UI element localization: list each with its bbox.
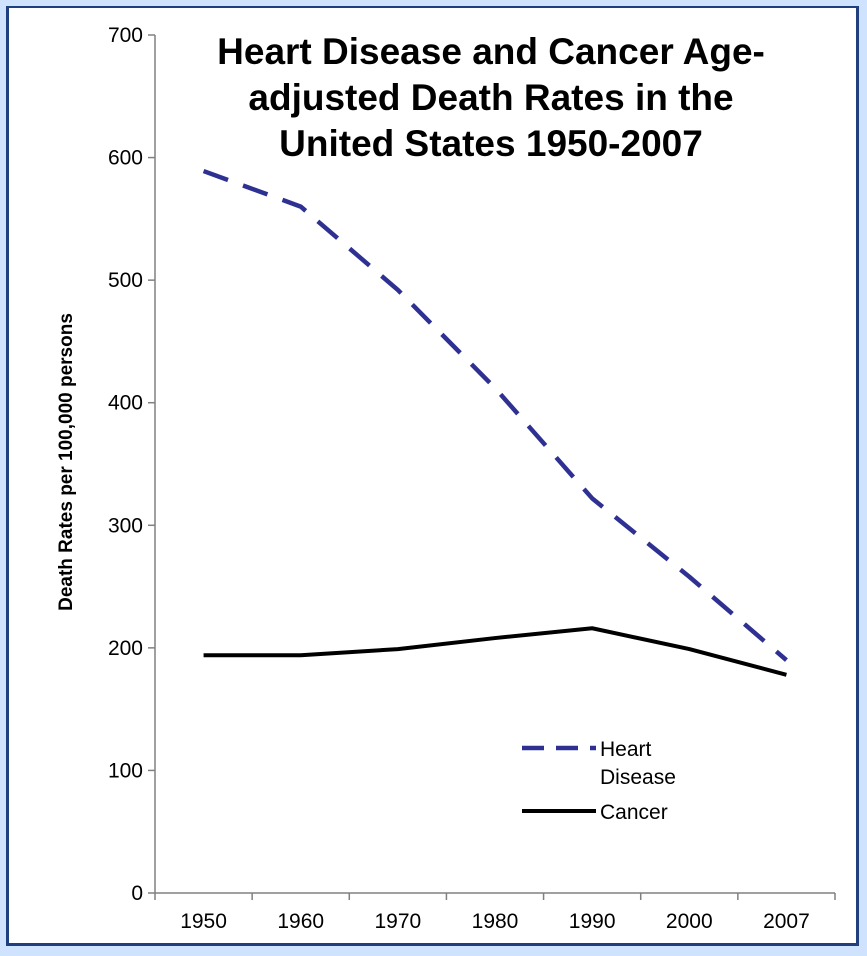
x-tick-label: 1960	[277, 910, 324, 933]
x-tick-label: 1950	[180, 910, 227, 933]
y-tick-label: 200	[108, 637, 143, 660]
y-axis: 0 100 200 300 400 500 600 700	[108, 24, 156, 905]
y-tick-label: 600	[108, 147, 143, 170]
legend-label: Heart	[600, 738, 652, 761]
legend-label: Disease	[600, 766, 676, 789]
legend-label: Cancer	[600, 801, 668, 824]
x-tick-label: 1990	[569, 910, 616, 933]
y-tick-label: 100	[108, 759, 143, 782]
y-tick-label: 400	[108, 392, 143, 415]
x-axis: 1950 1960 1970 1980 1990 2000 2007	[154, 892, 836, 933]
chart-title-line: adjusted Death Rates in the	[248, 77, 733, 118]
series-lines	[202, 168, 788, 677]
y-tick-label: 300	[108, 514, 143, 537]
x-tick-label: 1970	[374, 910, 421, 933]
y-tick-label: 500	[108, 269, 143, 292]
x-tick-label: 2000	[666, 910, 713, 933]
chart-title-line: Heart Disease and Cancer Age-	[217, 31, 765, 72]
y-tick-label: 700	[108, 24, 143, 47]
legend: Heart Disease Cancer	[522, 738, 676, 824]
series-line-0	[202, 168, 788, 662]
chart-title-line: United States 1950-2007	[279, 123, 703, 164]
x-tick-label: 1980	[472, 910, 519, 933]
y-axis-title: Death Rates per 100,000 persons	[56, 313, 77, 611]
series-line-1	[203, 626, 787, 677]
x-tick-label: 2007	[763, 910, 810, 933]
y-tick-label: 0	[131, 882, 143, 905]
chart-title: Heart Disease and Cancer Age-adjusted De…	[217, 31, 765, 164]
chart-frame	[6, 5, 859, 946]
